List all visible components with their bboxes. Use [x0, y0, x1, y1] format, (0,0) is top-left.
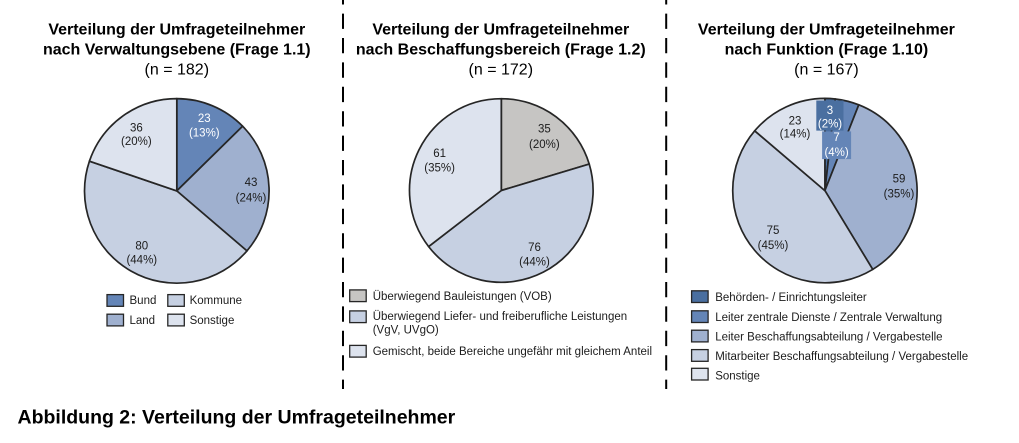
svg-text:7: 7	[833, 132, 839, 144]
svg-text:Sonstige: Sonstige	[190, 315, 235, 327]
svg-text:Kommune: Kommune	[190, 295, 242, 307]
svg-text:(45%): (45%)	[758, 240, 789, 252]
svg-text:61: 61	[433, 148, 446, 160]
svg-text:(20%): (20%)	[529, 139, 560, 151]
svg-text:75: 75	[767, 225, 780, 237]
svg-text:Verteilung der Umfrageteilnehm: Verteilung der Umfrageteilnehmer	[698, 22, 955, 39]
svg-text:80: 80	[135, 241, 148, 253]
svg-text:nach Funktion (Frage 1.10): nach Funktion (Frage 1.10)	[725, 42, 929, 59]
svg-text:(14%): (14%)	[780, 129, 811, 141]
svg-text:(35%): (35%)	[884, 189, 915, 201]
svg-text:Verteilung der Umfrageteilnehm: Verteilung der Umfrageteilnehmer	[372, 22, 629, 39]
svg-text:nach Verwaltungsebene (Frage 1: nach Verwaltungsebene (Frage 1.1)	[43, 42, 311, 59]
svg-text:(20%): (20%)	[121, 136, 152, 148]
svg-text:Sonstige: Sonstige	[715, 370, 760, 382]
svg-text:(n = 172): (n = 172)	[469, 62, 533, 79]
svg-text:(4%): (4%)	[824, 147, 848, 159]
svg-text:(44%): (44%)	[519, 257, 550, 269]
svg-text:23: 23	[789, 115, 802, 127]
svg-text:23: 23	[198, 113, 211, 125]
svg-text:Bund: Bund	[130, 295, 157, 307]
svg-text:(2%): (2%)	[818, 118, 842, 130]
svg-text:(24%): (24%)	[236, 192, 267, 204]
svg-text:(VgV, UVgO): (VgV, UVgO)	[373, 325, 439, 337]
svg-text:(n = 182): (n = 182)	[145, 62, 209, 79]
svg-text:(35%): (35%)	[424, 163, 455, 175]
svg-text:Behörden- / Einrichtungsleiter: Behörden- / Einrichtungsleiter	[715, 292, 867, 304]
svg-text:Leiter Beschaffungsabteilung /: Leiter Beschaffungsabteilung / Vergabest…	[715, 332, 942, 344]
svg-text:Gemischt, beide Bereiche ungef: Gemischt, beide Bereiche ungefähr mit gl…	[373, 346, 652, 358]
svg-text:Überwiegend Liefer- und freibe: Überwiegend Liefer- und freiberufliche L…	[373, 311, 627, 323]
svg-text:Abbildung 2: Verteilung der Um: Abbildung 2: Verteilung der Umfrageteiln…	[18, 407, 456, 429]
svg-text:(13%): (13%)	[189, 128, 220, 140]
svg-text:(n = 167): (n = 167)	[794, 62, 858, 79]
svg-text:3: 3	[827, 105, 833, 117]
svg-text:Überwiegend Bauleistungen (VOB: Überwiegend Bauleistungen (VOB)	[373, 291, 552, 303]
svg-text:35: 35	[538, 123, 551, 135]
svg-text:43: 43	[245, 177, 258, 189]
svg-text:Verteilung der Umfrageteilnehm: Verteilung der Umfrageteilnehmer	[48, 22, 305, 39]
svg-text:nach Beschaffungsbereich (Frag: nach Beschaffungsbereich (Frage 1.2)	[356, 42, 646, 59]
svg-text:(44%): (44%)	[126, 255, 157, 267]
svg-text:Leiter zentrale Dienste / Zent: Leiter zentrale Dienste / Zentrale Verwa…	[715, 312, 942, 324]
svg-text:36: 36	[130, 123, 143, 135]
svg-text:Mitarbeiter Beschaffungsabteil: Mitarbeiter Beschaffungsabteilung / Verg…	[715, 351, 968, 363]
svg-text:59: 59	[893, 173, 906, 185]
svg-text:76: 76	[528, 242, 541, 254]
svg-text:Land: Land	[130, 315, 156, 327]
